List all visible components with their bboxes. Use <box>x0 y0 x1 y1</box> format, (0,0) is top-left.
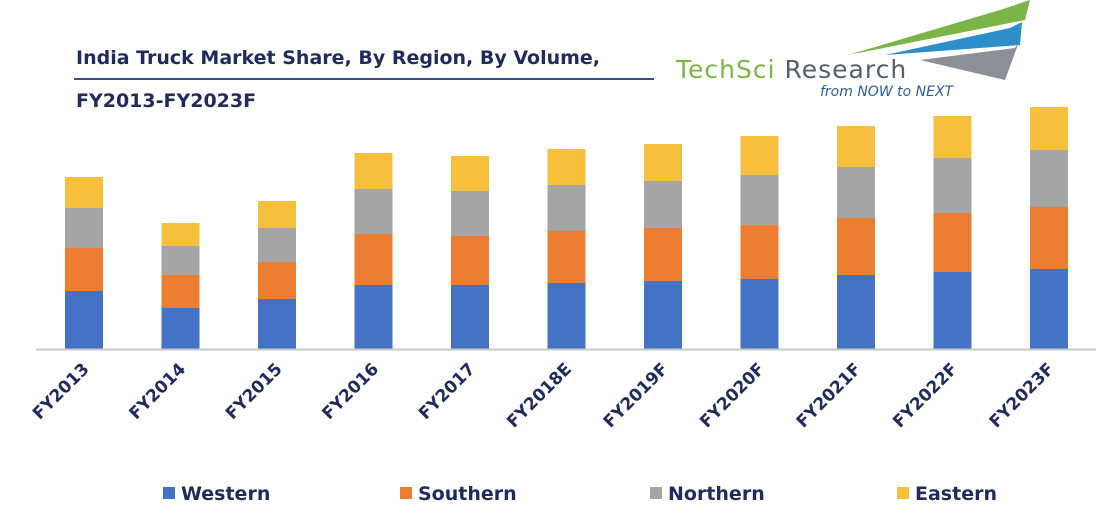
legend-label-western: Western <box>181 483 270 505</box>
x-tick-label: FY2020F <box>696 359 769 432</box>
bar-western-fy2018e <box>547 283 586 349</box>
bar-western-fy2017 <box>451 285 489 349</box>
title-underline <box>74 78 654 80</box>
bar-northern-fy2022f <box>933 158 972 213</box>
x-tick-label: FY2017 <box>415 359 480 424</box>
bars-group <box>65 107 1068 349</box>
bar-southern-fy2015 <box>258 262 296 299</box>
bar-eastern-fy2016 <box>354 153 393 189</box>
bar-eastern-fy2013 <box>65 177 103 208</box>
bar-eastern-fy2014 <box>161 223 200 246</box>
logo-name: TechSci Research <box>676 55 907 84</box>
bar-southern-fy2020f <box>740 225 779 279</box>
bar-eastern-fy2022f <box>933 116 972 158</box>
legend: Western Southern Northern Eastern <box>163 483 997 505</box>
x-tick-label: FY2013 <box>29 359 94 424</box>
bar-southern-fy2019f <box>644 228 682 281</box>
bar-eastern-fy2019f <box>644 144 682 181</box>
x-tick-label: FY2022F <box>889 359 962 432</box>
legend-swatch-northern <box>650 487 662 499</box>
bar-southern-fy2018e <box>547 231 586 283</box>
bar-eastern-fy2015 <box>258 201 296 228</box>
legend-label-eastern: Eastern <box>915 483 997 505</box>
bar-eastern-fy2021f <box>837 126 875 167</box>
bar-western-fy2021f <box>837 275 875 349</box>
x-tick-label: FY2014 <box>126 359 191 424</box>
x-tick-label: FY2021F <box>793 359 866 432</box>
bar-western-fy2016 <box>354 285 393 349</box>
bar-northern-fy2021f <box>837 167 875 218</box>
bar-southern-fy2023f <box>1030 207 1068 269</box>
x-tick-label: FY2018E <box>503 359 576 432</box>
bar-western-fy2020f <box>740 279 779 349</box>
bar-western-fy2019f <box>644 281 682 349</box>
bar-southern-fy2014 <box>161 275 200 308</box>
chart-title-line-2: FY2013-FY2023F <box>76 90 257 112</box>
bar-northern-fy2014 <box>161 246 200 275</box>
bar-northern-fy2016 <box>354 189 393 234</box>
bar-southern-fy2016 <box>354 234 393 285</box>
bar-eastern-fy2023f <box>1030 107 1068 150</box>
legend-label-southern: Southern <box>418 483 517 505</box>
techsci-logo: TechSci Research from NOW to NEXT <box>670 0 1050 110</box>
x-tick-label: FY2019F <box>600 359 673 432</box>
bar-northern-fy2020f <box>740 175 779 225</box>
bar-eastern-fy2020f <box>740 136 779 175</box>
x-tick-label: FY2023F <box>986 359 1059 432</box>
chart-title-line-1: India Truck Market Share, By Region, By … <box>76 47 601 69</box>
logo-swoosh-icon <box>848 0 1030 80</box>
bar-northern-fy2023f <box>1030 150 1068 207</box>
x-tick-label: FY2015 <box>222 359 287 424</box>
bar-northern-fy2015 <box>258 228 296 262</box>
legend-label-northern: Northern <box>668 483 765 505</box>
bar-northern-fy2017 <box>451 191 489 236</box>
logo-name-part-a: TechSci <box>676 55 776 84</box>
legend-swatch-southern <box>400 487 412 499</box>
x-tick-label: FY2016 <box>319 359 384 424</box>
bar-northern-fy2019f <box>644 181 682 228</box>
legend-swatch-western <box>163 487 175 499</box>
bar-eastern-fy2017 <box>451 156 489 191</box>
logo-tagline: from NOW to NEXT <box>820 84 954 100</box>
bar-southern-fy2021f <box>837 218 875 275</box>
bar-southern-fy2017 <box>451 236 489 285</box>
bar-northern-fy2013 <box>65 208 103 248</box>
bar-southern-fy2022f <box>933 213 972 272</box>
x-tick-labels: FY2013 FY2014 FY2015 FY2016 FY2017 FY2018E FY2… <box>29 359 1059 432</box>
logo-name-part-b: Research <box>784 55 908 84</box>
bar-southern-fy2013 <box>65 248 103 291</box>
bar-northern-fy2018e <box>547 185 586 231</box>
bar-western-fy2013 <box>65 291 103 349</box>
bar-western-fy2022f <box>933 272 972 349</box>
bar-western-fy2015 <box>258 299 296 349</box>
bar-eastern-fy2018e <box>547 149 586 185</box>
bar-western-fy2023f <box>1030 269 1068 349</box>
legend-swatch-eastern <box>897 487 909 499</box>
bar-western-fy2014 <box>161 308 200 349</box>
